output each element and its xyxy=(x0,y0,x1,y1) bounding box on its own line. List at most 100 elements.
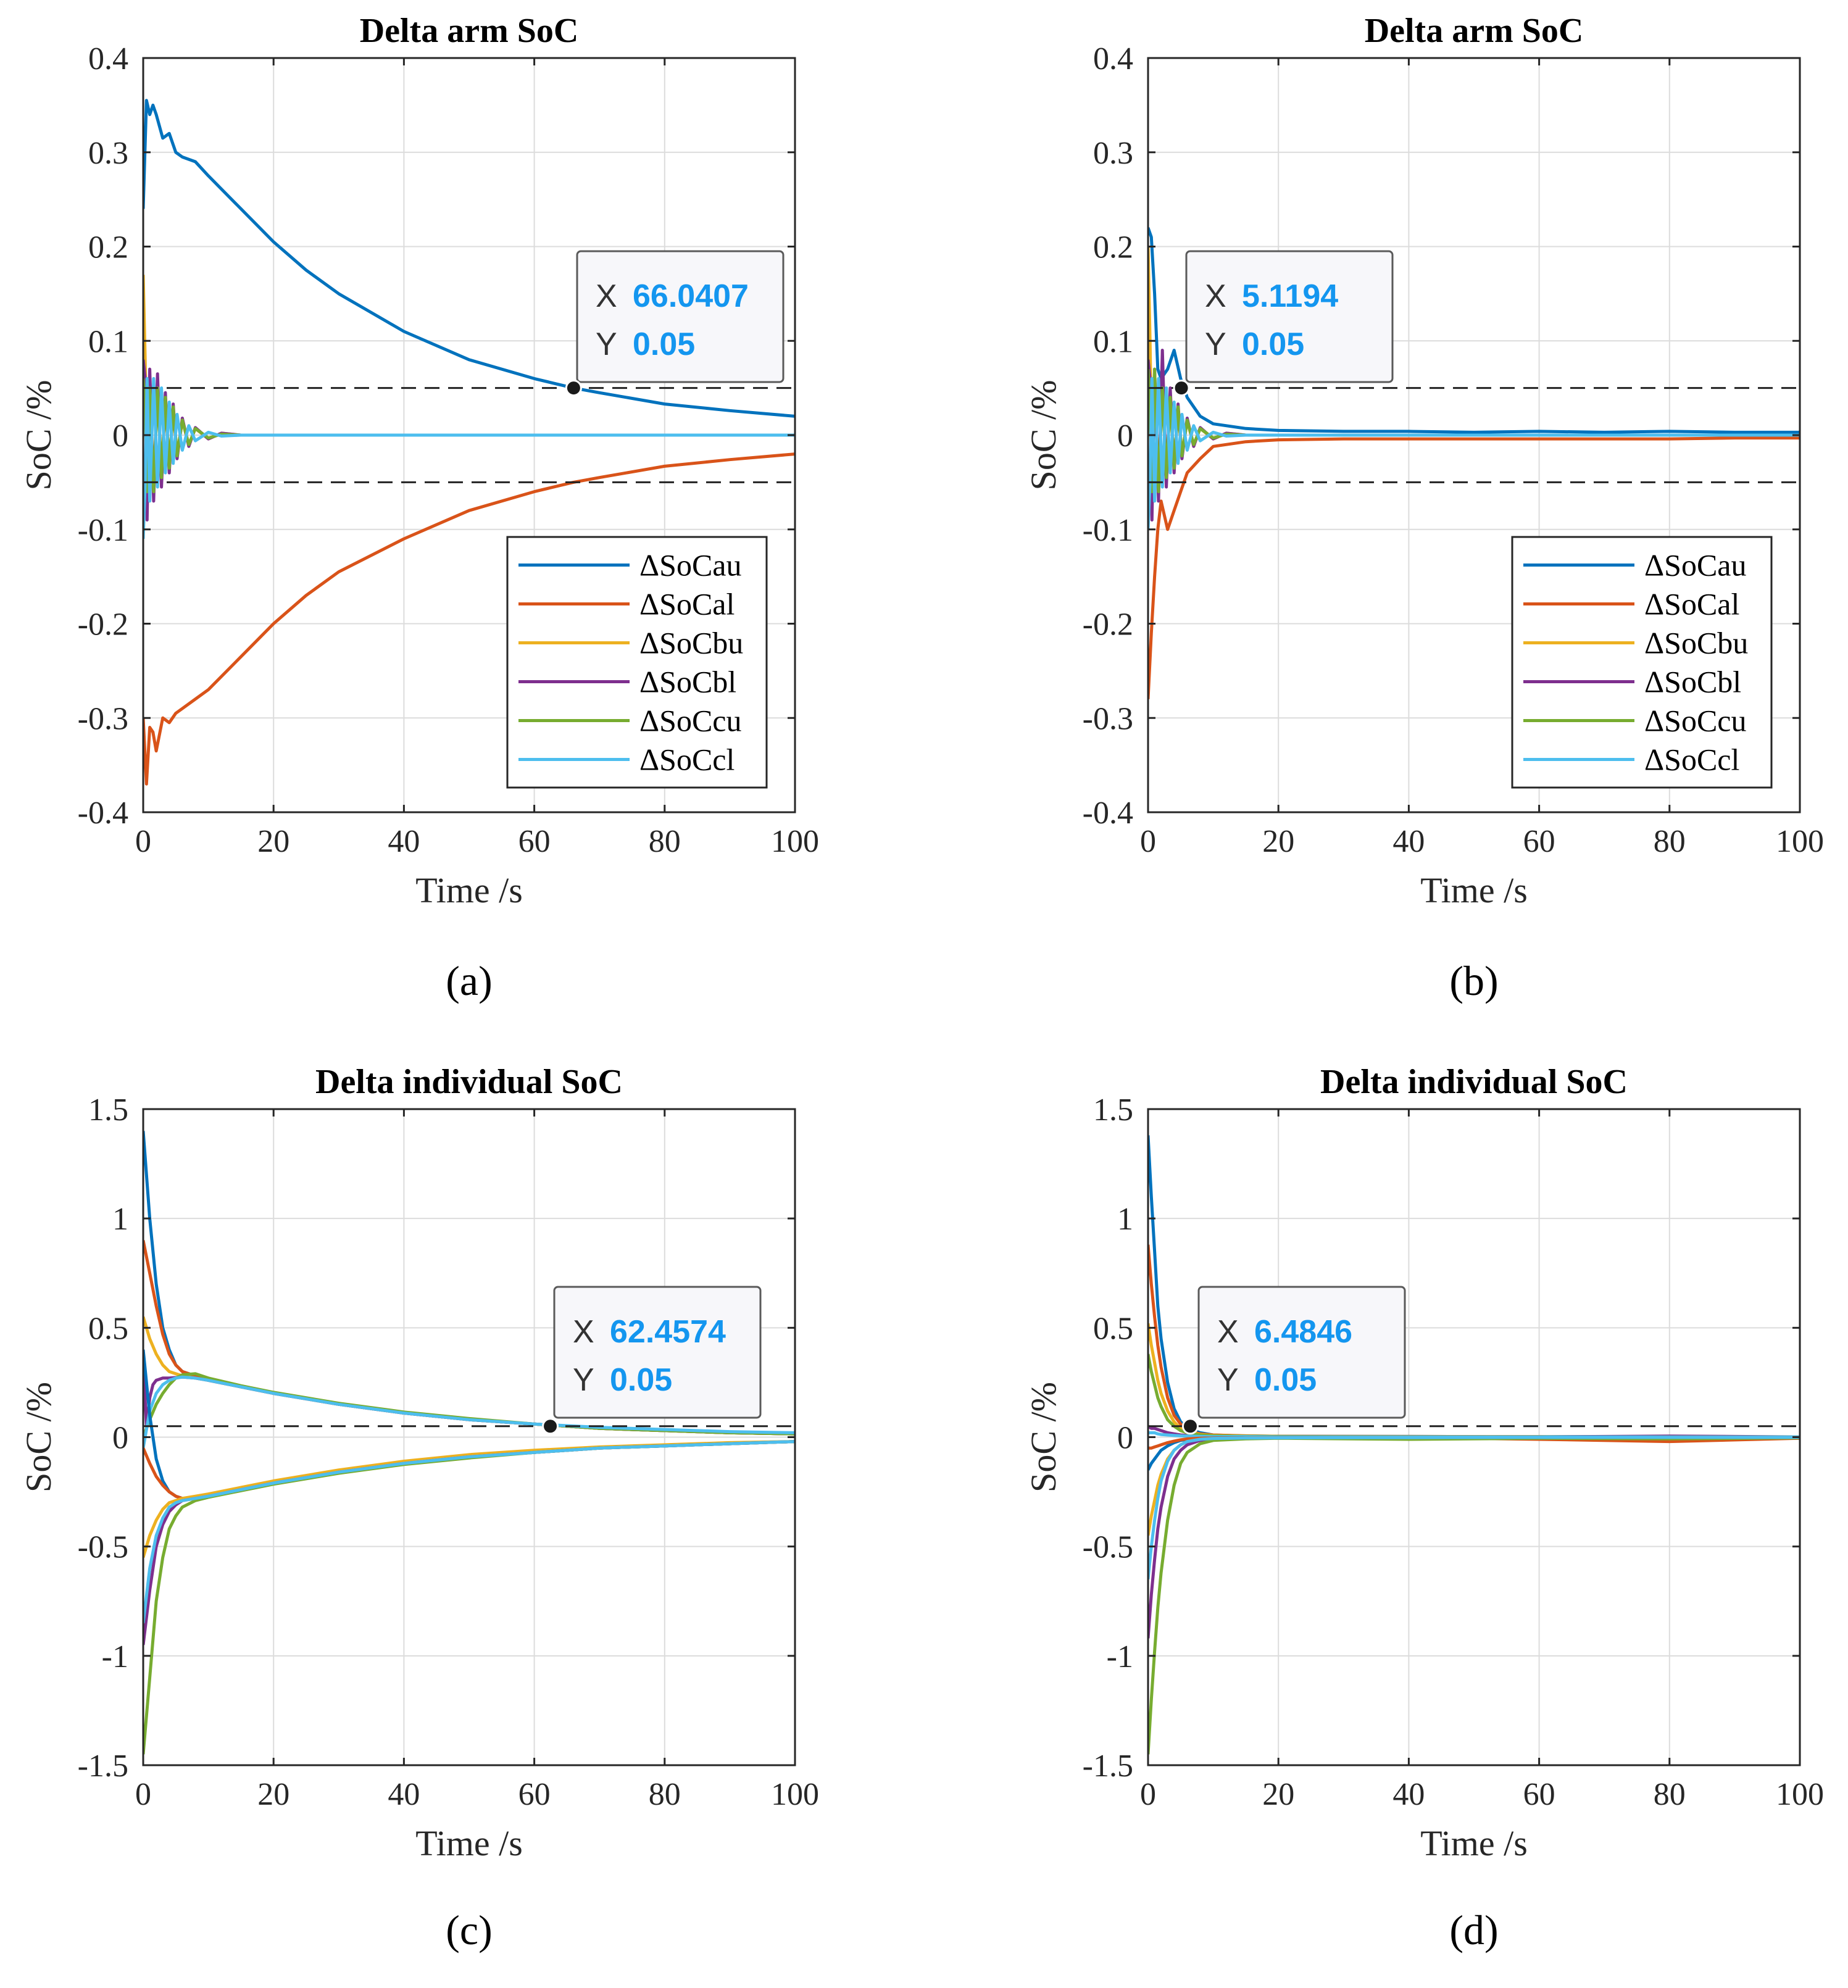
panel-label: (a) xyxy=(446,957,492,1004)
y-tick-label: -0.4 xyxy=(1083,796,1133,831)
y-tick-label: -1 xyxy=(102,1639,128,1674)
x-tick-label: 20 xyxy=(1262,1777,1294,1812)
datatip-x-label: X xyxy=(1217,1314,1239,1350)
legend-box xyxy=(506,536,768,789)
legend-entry: ΔSoCcl xyxy=(639,742,735,777)
x-tick-label: 100 xyxy=(771,1777,819,1812)
y-tick-label: -1 xyxy=(1107,1639,1133,1674)
datatip[interactable]: X 66.0407 Y 0.05 xyxy=(565,250,785,397)
x-axis-label: Time /s xyxy=(1420,870,1528,910)
datatip-marker[interactable] xyxy=(542,1418,559,1435)
chart-panel-d: 0 20 40 60 80 100 -1.5 -1 -0.5 0 0.5 1 1.5 Delta indi… xyxy=(1023,1063,1824,1953)
datatip-marker[interactable] xyxy=(1181,1418,1199,1435)
datatip-box xyxy=(1197,1286,1406,1419)
datatip-y-label: Y xyxy=(1205,326,1226,362)
chart-title: Delta individual SoC xyxy=(315,1063,623,1101)
panel-label: (d) xyxy=(1449,1907,1498,1953)
x-tick-label: 80 xyxy=(649,824,681,859)
x-axis-label: Time /s xyxy=(415,1823,523,1863)
x-tick-label: 0 xyxy=(135,824,151,859)
legend-box xyxy=(1511,536,1773,789)
y-axis-label: SoC /% xyxy=(1023,380,1063,491)
datatip-x-label: X xyxy=(573,1314,594,1350)
x-tick-label: 100 xyxy=(1776,1777,1824,1812)
y-tick-label: 1 xyxy=(112,1202,128,1237)
datatip-marker[interactable] xyxy=(565,380,582,397)
datatip-y-label: Y xyxy=(573,1362,594,1398)
y-tick-label: 0.5 xyxy=(88,1311,128,1346)
x-tick-label: 20 xyxy=(257,824,289,859)
y-tick-label: 0.5 xyxy=(1093,1311,1133,1346)
datatip-y-label: Y xyxy=(1217,1362,1239,1398)
x-axis-label: Time /s xyxy=(415,870,523,910)
datatip-x-value: 5.1194 xyxy=(1242,278,1338,314)
y-tick-label: 0 xyxy=(112,418,128,454)
x-tick-label: 20 xyxy=(257,1777,289,1812)
legend-entry: ΔSoCcl xyxy=(1644,742,1739,777)
datatip-y-value: 0.05 xyxy=(633,326,695,362)
x-tick-label: 40 xyxy=(388,824,420,859)
legend-entry: ΔSoCbu xyxy=(639,626,743,660)
x-tick-label: 40 xyxy=(388,1777,420,1812)
y-axis-label: SoC /% xyxy=(1023,1382,1063,1492)
y-tick-label: -0.2 xyxy=(78,607,128,643)
chart-title: Delta individual SoC xyxy=(1320,1063,1628,1101)
datatip-x-label: X xyxy=(596,278,617,314)
x-tick-label: 80 xyxy=(1654,824,1686,859)
datatip-x-value: 62.4574 xyxy=(610,1314,726,1350)
datatip-x-value: 6.4846 xyxy=(1254,1314,1352,1350)
x-tick-label: 60 xyxy=(518,1777,551,1812)
y-tick-label: 0 xyxy=(1117,1421,1133,1456)
datatip[interactable]: X 62.4574 Y 0.05 xyxy=(542,1286,762,1435)
x-tick-label: 0 xyxy=(1140,1777,1156,1812)
series-line-6 xyxy=(1148,376,1800,530)
datatip[interactable]: X 5.1194 Y 0.05 xyxy=(1173,250,1394,397)
x-tick-label: 0 xyxy=(1140,824,1156,859)
y-tick-label: -0.1 xyxy=(1083,513,1133,548)
x-tick-label: 100 xyxy=(771,824,819,859)
x-tick-label: 60 xyxy=(1523,824,1555,859)
legend-entry: ΔSoCcu xyxy=(639,704,742,738)
series-line-12 xyxy=(1148,1436,1800,1580)
legend-entry: ΔSoCau xyxy=(639,548,742,583)
y-tick-label: 0.3 xyxy=(1093,136,1133,171)
legend-entry: ΔSoCal xyxy=(1644,587,1739,622)
legend-entry: ΔSoCal xyxy=(639,587,735,622)
legend-entry: ΔSoCcu xyxy=(1644,704,1747,738)
datatip-y-value: 0.05 xyxy=(1254,1362,1317,1398)
x-tick-label: 40 xyxy=(1392,1777,1425,1812)
y-tick-label: -0.5 xyxy=(78,1530,128,1565)
datatip-y-value: 0.05 xyxy=(610,1362,672,1398)
x-tick-label: 60 xyxy=(518,824,551,859)
series-line-1 xyxy=(143,99,795,418)
legend: ΔSoCau ΔSoCal ΔSoCbu ΔSoCbl ΔSoCcu ΔSoCcl xyxy=(1511,536,1773,789)
chart-panel-c: 0 20 40 60 80 100 -1.5 -1 -0.5 0 0.5 1 1.5 Delta indi… xyxy=(19,1063,819,1953)
datatip-box xyxy=(1185,250,1394,383)
x-tick-label: 60 xyxy=(1523,1777,1555,1812)
datatip-box xyxy=(553,1286,762,1419)
y-tick-label: -0.3 xyxy=(1083,701,1133,736)
chart-title: Delta arm SoC xyxy=(1365,12,1584,50)
x-tick-label: 100 xyxy=(1776,824,1824,859)
y-tick-label: 0.2 xyxy=(88,230,128,265)
y-tick-label: -1.5 xyxy=(78,1749,128,1784)
datatip[interactable]: X 6.4846 Y 0.05 xyxy=(1181,1286,1406,1435)
y-tick-label: 0.1 xyxy=(88,324,128,359)
x-tick-label: 40 xyxy=(1392,824,1425,859)
chart-panel-b: 0 20 40 60 80 100 -0.4 -0.3 -0.2 -0.1 0 0.1 0.2 0.3 0.… xyxy=(1023,12,1824,1004)
y-tick-label: 0.2 xyxy=(1093,230,1133,265)
y-tick-label: -0.2 xyxy=(1083,607,1133,643)
y-tick-label: -0.5 xyxy=(1083,1530,1133,1565)
series-line-2 xyxy=(143,452,795,786)
datatip-y-label: Y xyxy=(596,326,617,362)
y-tick-label: -0.3 xyxy=(78,701,128,736)
y-tick-label: -1.5 xyxy=(1083,1749,1133,1784)
datatip-x-label: X xyxy=(1205,278,1226,314)
datatip-marker[interactable] xyxy=(1173,380,1190,397)
legend-entry: ΔSoCbl xyxy=(1644,665,1741,699)
y-tick-label: 1 xyxy=(1117,1202,1133,1237)
series-line-6 xyxy=(143,1375,795,1449)
y-tick-label: 0.4 xyxy=(88,41,128,77)
chart-panel-a: 0 20 40 60 80 100 -0.4 -0.3 -0.2 -0.1 0 0.1 0.2 0.3 0.… xyxy=(19,12,819,1004)
